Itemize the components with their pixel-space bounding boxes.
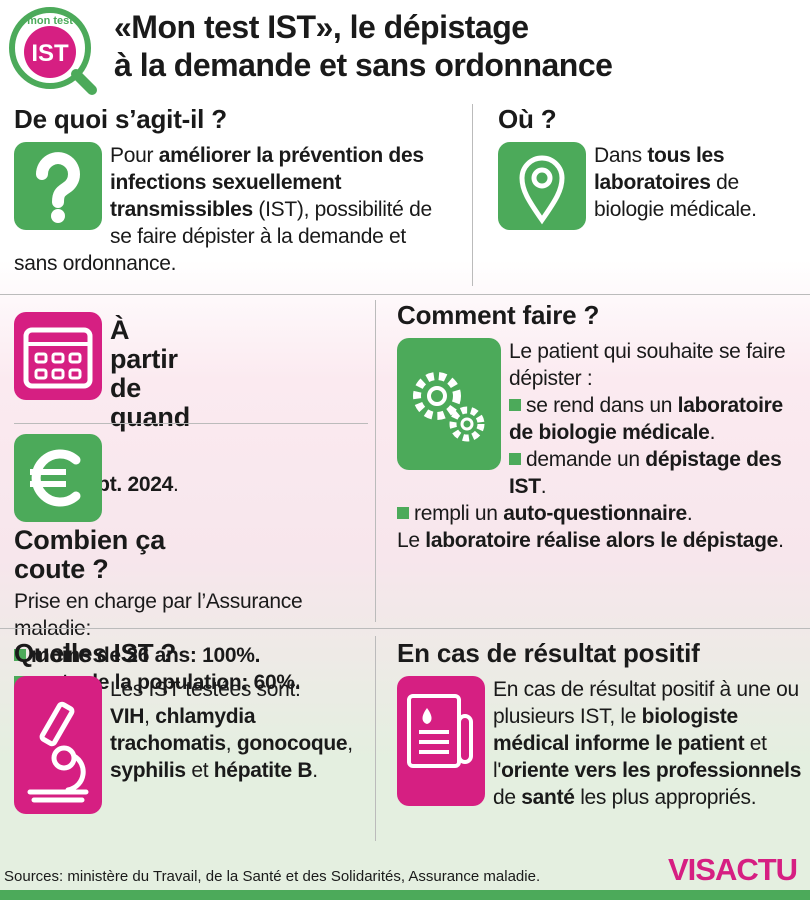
section-title: Quelles IST ? [14, 638, 177, 668]
text: . [686, 502, 693, 525]
text: et l' [493, 732, 767, 782]
section: Combien ça coute ? Prise en charge par l… [14, 434, 366, 696]
text: . [709, 421, 716, 444]
bold-text: biologiste médical informe le patient [493, 705, 745, 755]
text: , [144, 705, 156, 728]
bold-text: santé [521, 786, 575, 809]
text: . [778, 529, 784, 552]
bold-text: hépatite B [213, 759, 313, 782]
section-title: Où ? [498, 104, 557, 134]
divider [0, 628, 810, 629]
section: En cas de résultat positif En cas de rés… [397, 638, 802, 811]
section-title: Comment faire ? [397, 300, 600, 330]
divider [0, 294, 810, 295]
title-line: «Mon test IST», le dépistage [114, 9, 529, 45]
bold-text: chlamydia trachomatis [110, 705, 256, 755]
paragraph: Pour améliorer la prévention des infecti… [14, 142, 454, 277]
icon [498, 142, 586, 230]
text: Les IST testées sont: [110, 678, 301, 701]
bold-text: moins de 26 ans: 100%. [31, 644, 261, 667]
section: Quelles IST ? Les IST testées sont: VIH, … [14, 638, 366, 818]
icon [14, 312, 102, 400]
paragraph: VIH, chlamydia trachomatis, gonocoque, s… [14, 703, 366, 784]
section: Où ? Dans tous les laboratoires de biolo… [498, 104, 798, 234]
bold-text: tous les laboratoires [594, 144, 725, 194]
logo: mon test IST [9, 7, 97, 95]
title: «Mon test IST», le dépistage à la demand… [114, 8, 613, 84]
bold-text: auto-questionnaire [503, 502, 687, 525]
sources: Sources: ministère du Travail, de la San… [4, 868, 541, 885]
bullet-item: se rend dans un laboratoire de biologie … [397, 392, 802, 446]
text: et [185, 759, 214, 782]
text: rempli un [414, 502, 504, 525]
bold-text: laboratoire de biologie médicale [509, 394, 783, 444]
paragraph: Prise en charge par l’Assurance maladie: [14, 588, 366, 642]
divider [375, 300, 376, 622]
section-title: Combien ça coute ? [14, 525, 166, 584]
icon [14, 434, 102, 522]
paragraph: Les IST testées sont: [14, 676, 366, 703]
text: Le patient qui souhaite se faire dépiste… [509, 340, 786, 390]
text: , [347, 732, 353, 755]
text: (IST), possibilité de se faire dépister … [14, 198, 432, 275]
bullet-item: moins de 26 ans: 100%. [14, 642, 366, 669]
divider [472, 104, 473, 286]
bold-text: dépistage des IST [509, 448, 782, 498]
bullet-item: rempli un auto-questionnaire. [397, 500, 802, 527]
section: De quoi s’agit-il ? Pour améliorer la pr… [14, 104, 454, 277]
icon [14, 676, 102, 814]
text: . [172, 473, 179, 496]
text: de biologie médicale. [594, 171, 757, 221]
divider [375, 636, 376, 841]
text: Pour [110, 144, 159, 167]
icon [14, 142, 102, 230]
icon [397, 338, 501, 470]
bold-text: améliorer la prévention des infections s… [110, 144, 424, 221]
paragraph: Dans tous les laboratoires de biologie m… [498, 142, 798, 223]
bullet-item: demande un dépistage des IST. [397, 446, 802, 500]
bold-text: laboratoire réalise alors le dépistage [425, 529, 779, 552]
logo-main: IST [31, 40, 69, 67]
text: En cas de résultat positif à une ou plus… [493, 678, 799, 728]
bold-text: syphilis [110, 759, 186, 782]
bold-text: gonocoque [236, 732, 348, 755]
icon [397, 676, 485, 806]
section-title: De quoi s’agit-il ? [14, 104, 227, 134]
logo-top: mon test [27, 15, 73, 27]
paragraph: Le laboratoire réalise alors le dépistag… [397, 527, 802, 554]
text: se rend dans un [526, 394, 678, 417]
title-line: à la demande et sans ordonnance [114, 47, 613, 83]
text: demande un [526, 448, 646, 471]
footer-bar [0, 890, 810, 900]
section-title: En cas de résultat positif [397, 638, 700, 668]
bold-text: VIH [110, 705, 145, 728]
text: de [493, 786, 522, 809]
brand: VISACTU [668, 852, 798, 887]
paragraph: En cas de résultat positif à une ou plus… [397, 676, 802, 811]
text: , [225, 732, 237, 755]
paragraph: Le patient qui souhaite se faire dépiste… [397, 338, 802, 392]
text: les plus appropriés. [574, 786, 757, 809]
divider [14, 423, 368, 424]
bold-text: oriente vers les professionnels [501, 759, 802, 782]
text: Prise en charge par l’Assurance maladie: [14, 590, 303, 640]
text: . [540, 475, 547, 498]
text: Dans [594, 144, 648, 167]
text: Le [397, 529, 426, 552]
section: Comment faire ? Le patient qui souhaite … [397, 300, 802, 554]
text: . [312, 759, 318, 782]
